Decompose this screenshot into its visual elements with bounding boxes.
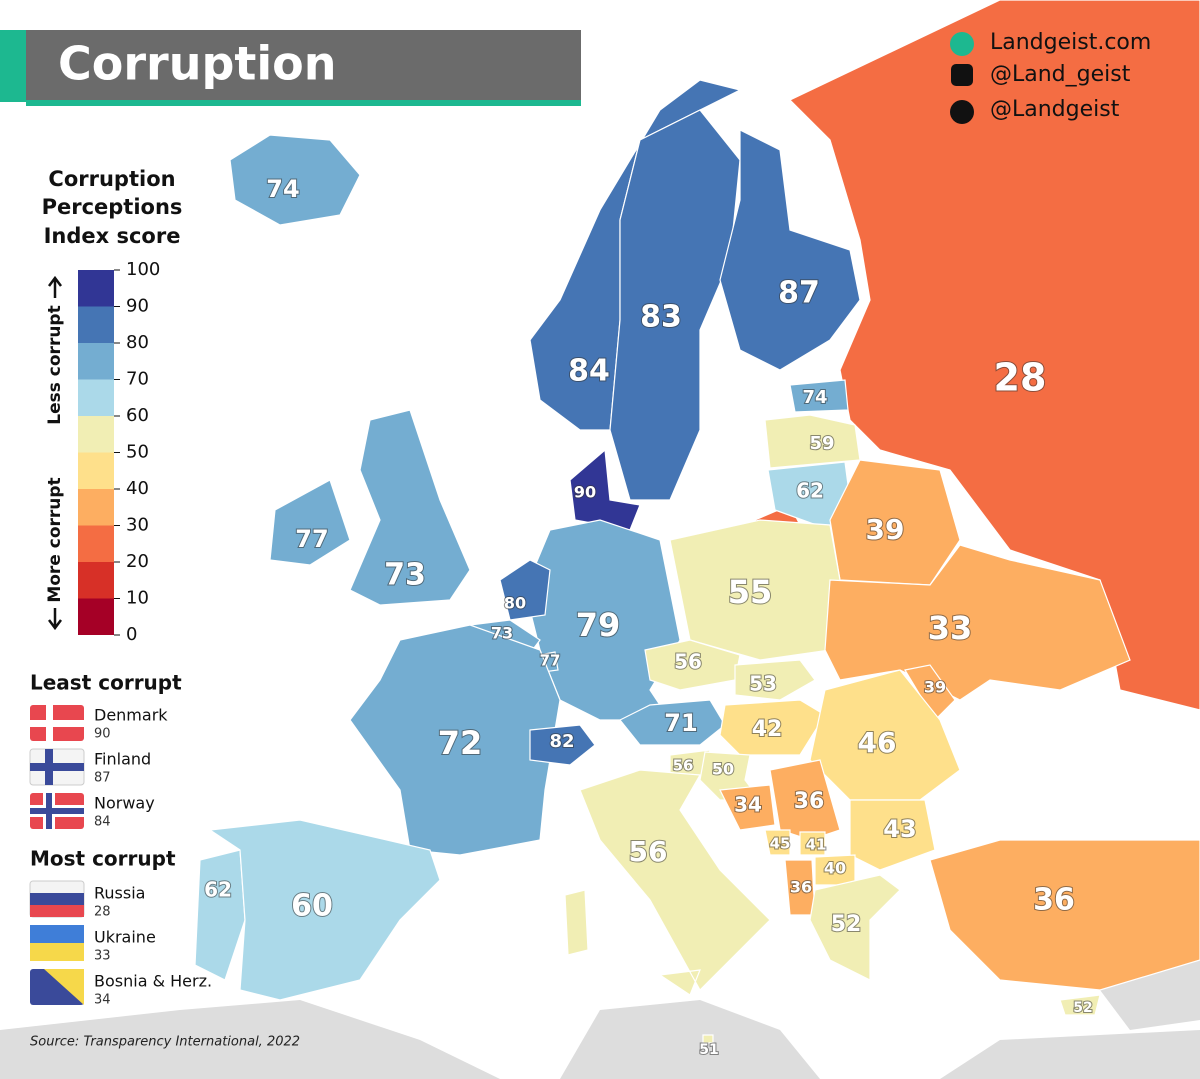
- country-score: 42: [752, 717, 783, 742]
- country-score: 80: [504, 594, 526, 613]
- country: [719, 699, 826, 756]
- country-score: 36: [1033, 883, 1075, 918]
- country-score: 55: [728, 573, 773, 611]
- country: [734, 659, 816, 701]
- country-score: 87: [778, 276, 820, 311]
- country-score: 59: [809, 433, 834, 454]
- country-score: 72: [438, 724, 483, 762]
- country: [1059, 994, 1101, 1016]
- country: [564, 769, 771, 996]
- country-score: 53: [749, 672, 777, 696]
- country-score: 77: [540, 652, 561, 670]
- country: [609, 109, 741, 501]
- country: [349, 409, 471, 606]
- country-score: 52: [831, 912, 862, 937]
- country-score: 46: [858, 726, 897, 759]
- background-land: [0, 960, 1200, 1079]
- country-score: 62: [796, 479, 824, 503]
- country: [529, 724, 596, 766]
- country-score: 73: [384, 558, 426, 593]
- country: [929, 839, 1200, 991]
- country: [809, 874, 901, 981]
- country-score: 71: [664, 709, 697, 737]
- country: [764, 414, 861, 469]
- country-score: 50: [712, 760, 734, 779]
- country: [799, 831, 826, 856]
- country-score: 39: [866, 513, 905, 546]
- country: [208, 819, 441, 1001]
- country-score: 56: [674, 650, 702, 674]
- country: [824, 544, 1131, 701]
- country-score: 83: [640, 300, 682, 335]
- country-score: 56: [673, 757, 694, 775]
- country: [349, 624, 561, 856]
- country-score: 79: [576, 606, 621, 644]
- country-score: 39: [924, 678, 946, 697]
- country: [764, 829, 791, 856]
- country-score: 36: [790, 878, 812, 897]
- country-score: 34: [734, 793, 762, 817]
- country: [789, 379, 849, 413]
- country-score: 33: [928, 609, 973, 647]
- countries: [194, 0, 1200, 1044]
- country: [719, 129, 861, 371]
- country: [569, 448, 641, 531]
- country: [719, 784, 776, 831]
- country-score: 43: [883, 815, 916, 843]
- country: [499, 559, 551, 621]
- country-score: 45: [770, 835, 791, 853]
- country-labels: 74 84 83 87 28 74 59 62 90 77 73 39 55 79 80 73 77 33 56 53…: [203, 174, 1094, 1059]
- country-score: 73: [491, 624, 513, 643]
- country-score: 28: [994, 356, 1047, 400]
- country: [229, 134, 361, 226]
- country-score: 52: [1073, 1000, 1092, 1016]
- country: [194, 849, 246, 981]
- country-score: 40: [824, 859, 846, 878]
- country-score: 84: [568, 354, 610, 389]
- country-score: 74: [266, 175, 299, 203]
- country-score: 41: [806, 836, 827, 854]
- country-score: 62: [204, 878, 232, 902]
- country-score: 77: [295, 525, 328, 553]
- country: [269, 479, 351, 566]
- country-score: 82: [549, 731, 574, 752]
- country-score: 36: [794, 789, 825, 814]
- country-score: 56: [629, 835, 668, 868]
- country-score: 51: [699, 1042, 718, 1058]
- country-score: 74: [802, 387, 827, 408]
- country: [849, 799, 936, 871]
- country-score: 60: [291, 889, 333, 924]
- country: [702, 1034, 714, 1044]
- country-score: 90: [574, 483, 596, 502]
